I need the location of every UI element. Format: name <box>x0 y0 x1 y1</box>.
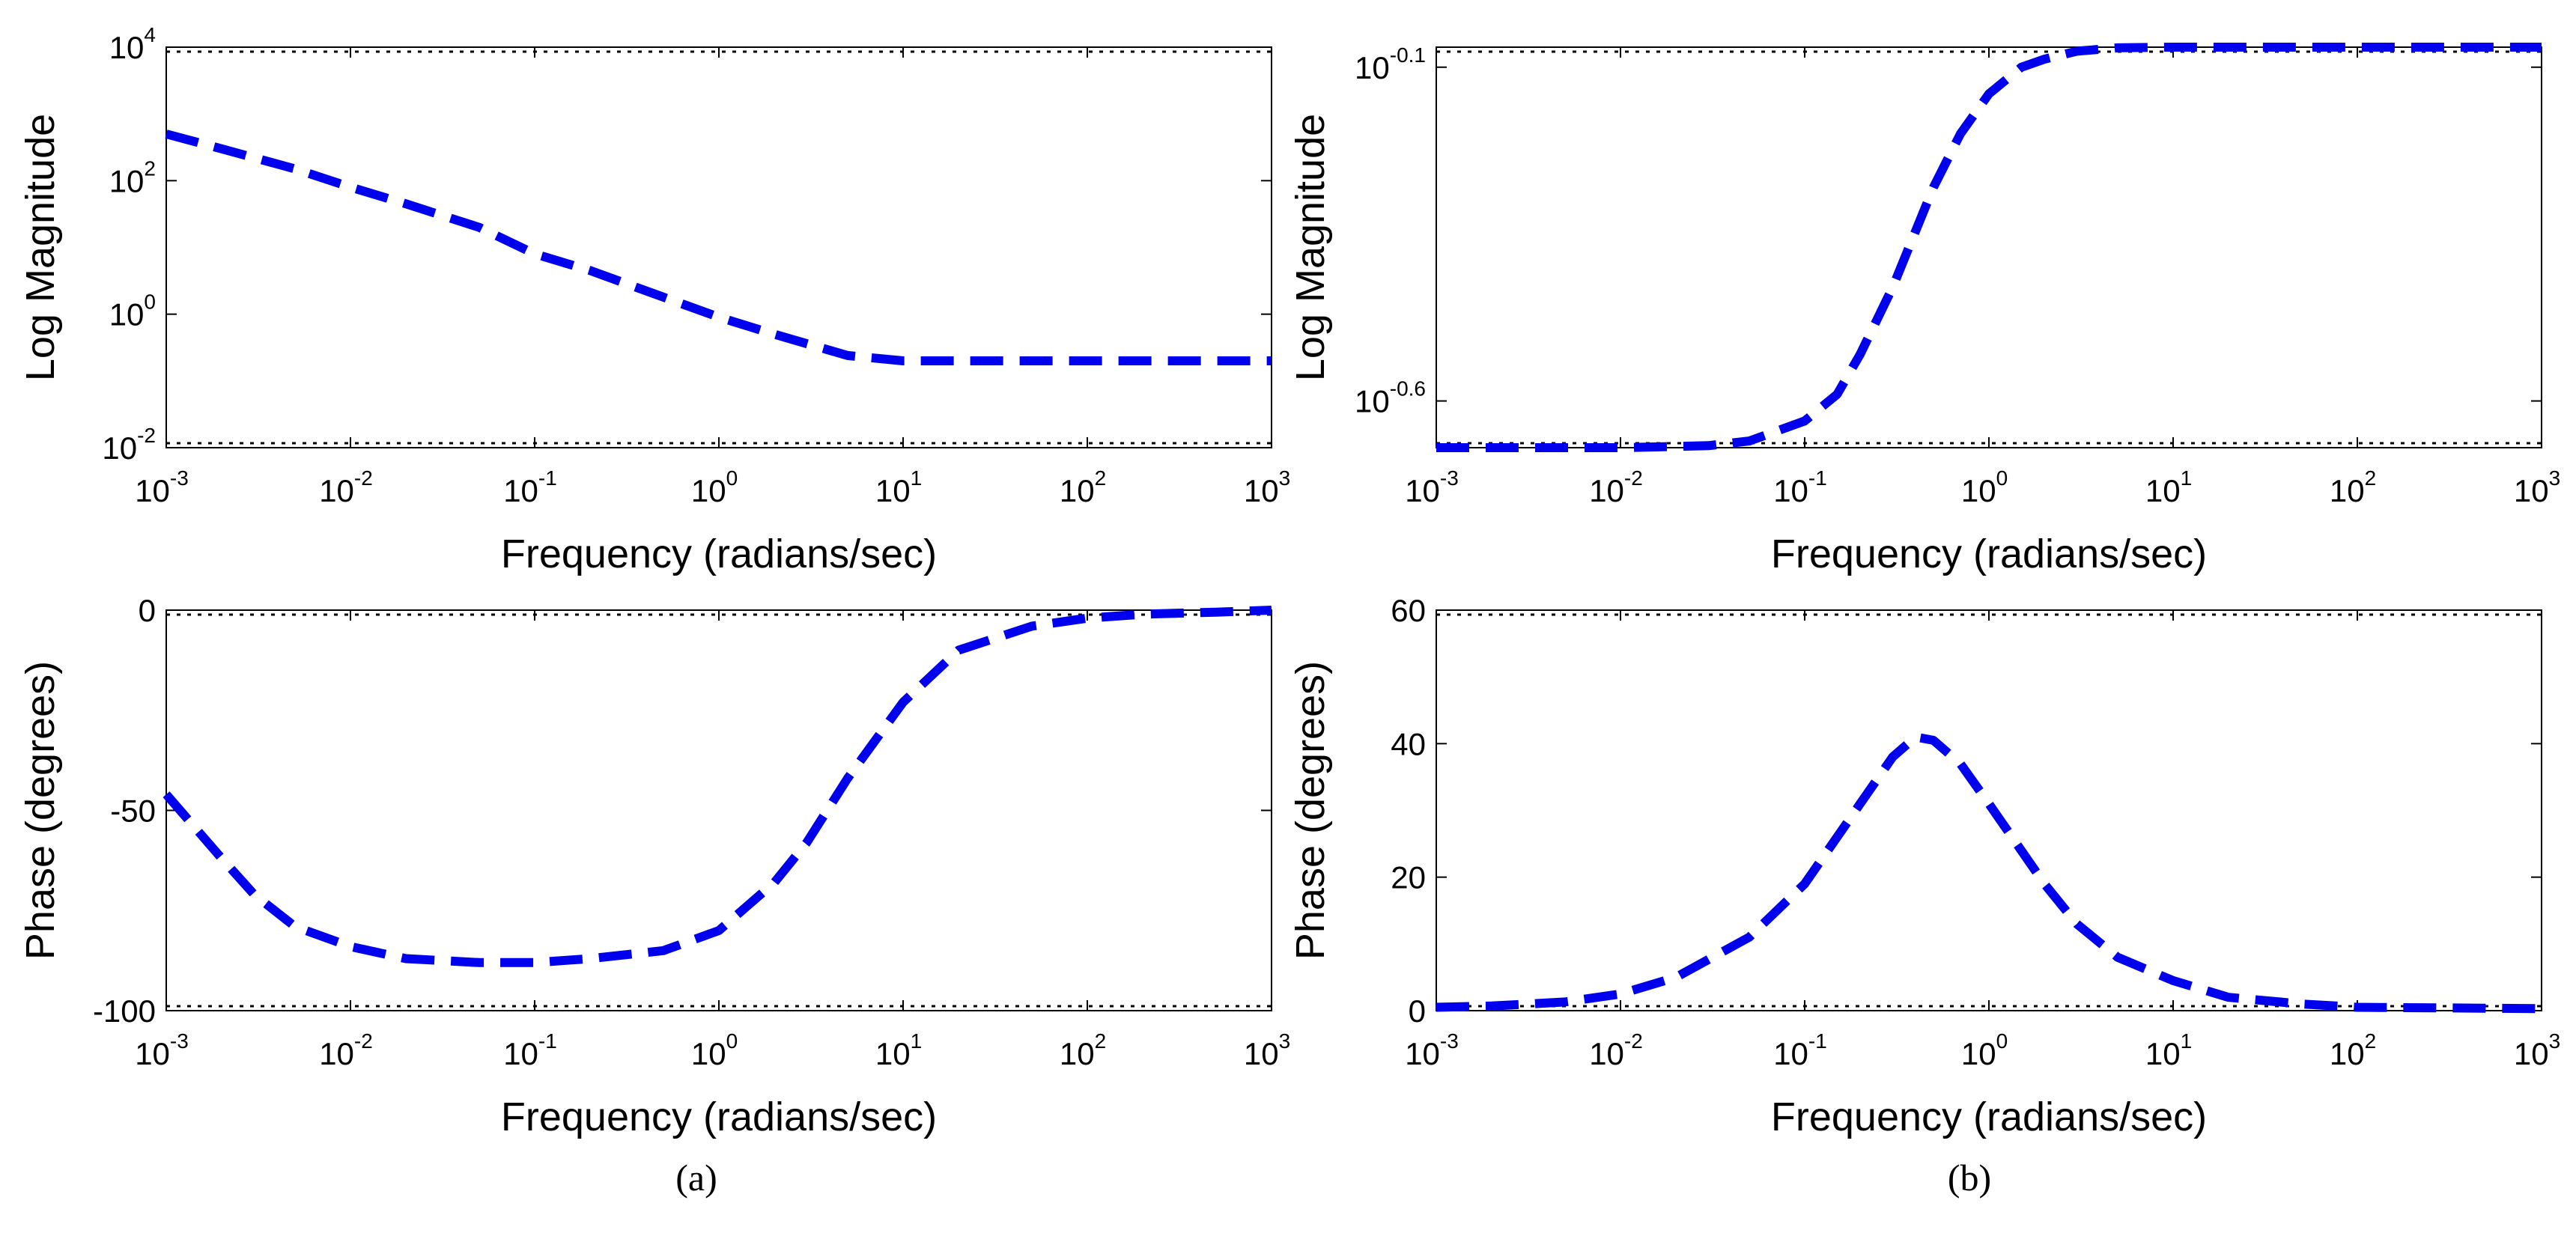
x-tick-label: 10-3 <box>1405 466 1459 508</box>
plot-a-phase: 10-3 10-2 10-1 100 101 102 103 -100 -50 0 Frequenc… <box>18 593 1290 1139</box>
x-tick-label: 10-1 <box>503 1029 557 1071</box>
x-tick-label: 101 <box>875 466 922 508</box>
x-tick-label: 100 <box>691 1029 738 1071</box>
x-axis-label: Frequency (radians/sec) <box>1771 1095 2207 1139</box>
x-tick-label: 100 <box>1961 466 2008 508</box>
x-tick-label: 102 <box>1060 1029 1106 1071</box>
plot-b-log-magnitude: 10-3 10-2 10-1 100 101 102 103 10-0.6 10-0.1 Freq… <box>1288 43 2560 576</box>
y-tick-label: -100 <box>93 993 156 1029</box>
x-tick-label: 102 <box>2330 466 2376 508</box>
y-tick-label: 20 <box>1391 860 1426 895</box>
y-axis-label: Log Magnitude <box>18 114 63 381</box>
series-line <box>1436 43 2542 452</box>
x-tick-label: 10-1 <box>1773 1029 1827 1071</box>
x-tick-label: 10-2 <box>1589 466 1643 508</box>
x-tick-label: 103 <box>1244 1029 1290 1071</box>
axes-frame <box>1436 46 2542 448</box>
x-tick-label: 103 <box>2514 1029 2560 1071</box>
caption-b: (b) <box>1948 1157 1991 1199</box>
x-tick-label: 101 <box>2145 466 2192 508</box>
y-tick-label: 10-0.1 <box>1355 43 1426 85</box>
y-tick-label: 40 <box>1391 726 1426 761</box>
x-tick-label: 10-3 <box>1405 1029 1459 1071</box>
x-tick-label: 101 <box>875 1029 922 1071</box>
caption-a: (a) <box>675 1157 717 1199</box>
axes-frame <box>165 609 1272 1011</box>
y-tick-label: 10-0.6 <box>1355 377 1426 419</box>
x-axis-label: Frequency (radians/sec) <box>501 1095 937 1139</box>
x-tick-label: 100 <box>1961 1029 2008 1071</box>
y-tick-label: -50 <box>110 794 156 829</box>
series-line <box>162 606 1272 967</box>
x-axis-label: Frequency (radians/sec) <box>1771 532 2207 576</box>
x-axis-label: Frequency (radians/sec) <box>501 532 937 576</box>
x-tick-label: 102 <box>2330 1029 2376 1071</box>
y-tick-label: 0 <box>139 593 156 628</box>
y-tick-label: 0 <box>1409 993 1426 1029</box>
x-tick-label: 10-2 <box>319 466 373 508</box>
plot-b-phase: 10-3 10-2 10-1 100 101 102 103 0 20 40 60 Frequency… <box>1288 593 2560 1139</box>
y-tick-label: 10-2 <box>102 424 156 466</box>
y-tick-label: 60 <box>1391 593 1426 628</box>
y-tick-label: 100 <box>109 290 156 332</box>
x-tick-label: 102 <box>1060 466 1106 508</box>
y-tick-label: 102 <box>109 156 156 198</box>
series-line <box>165 130 1272 365</box>
x-tick-label: 10-1 <box>1773 466 1827 508</box>
x-tick-label: 10-2 <box>319 1029 373 1071</box>
x-tick-label: 100 <box>691 466 738 508</box>
x-tick-label: 10-3 <box>135 466 189 508</box>
y-axis-label: Phase (degrees) <box>1288 661 1333 960</box>
x-tick-label: 10-3 <box>135 1029 189 1071</box>
plot-a-log-magnitude: 10-3 10-2 10-1 100 101 102 10310-2100102104Fre… <box>18 23 1290 576</box>
x-tick-label: 101 <box>2145 1029 2192 1071</box>
x-tick-label: 10-1 <box>503 466 557 508</box>
x-tick-label: 103 <box>1244 466 1290 508</box>
x-tick-label: 103 <box>2514 466 2560 508</box>
axes-frame <box>165 46 1272 448</box>
series-line <box>1436 732 2542 1014</box>
y-tick-label: 104 <box>109 23 156 65</box>
y-axis-label: Log Magnitude <box>1288 114 1333 381</box>
y-axis-label: Phase (degrees) <box>18 661 63 960</box>
x-tick-label: 10-2 <box>1589 1029 1643 1071</box>
